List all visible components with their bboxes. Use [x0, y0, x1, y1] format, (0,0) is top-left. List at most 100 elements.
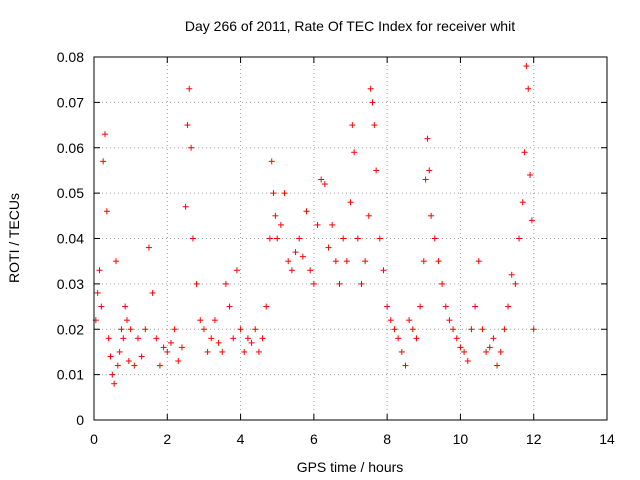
data-point [226, 303, 233, 310]
data-point [160, 344, 167, 351]
data-point [426, 167, 433, 174]
data-point [292, 249, 299, 256]
data-point [178, 344, 185, 351]
data-point [259, 335, 266, 342]
data-point [464, 358, 471, 365]
data-point [101, 131, 108, 138]
data-point [453, 335, 460, 342]
data-point [109, 371, 116, 378]
data-point [417, 303, 424, 310]
data-point [371, 122, 378, 129]
x-tick-label: 0 [90, 431, 98, 447]
data-point [486, 344, 493, 351]
data-point [347, 199, 354, 206]
data-points [92, 63, 537, 387]
data-point [358, 280, 365, 287]
data-point [123, 317, 130, 324]
data-point [285, 258, 292, 265]
data-point [171, 326, 178, 333]
data-point [156, 362, 163, 369]
data-point [186, 85, 193, 92]
data-point [376, 235, 383, 242]
data-point [134, 335, 141, 342]
data-point [340, 235, 347, 242]
data-point [310, 280, 317, 287]
data-point [519, 199, 526, 206]
data-point [475, 258, 482, 265]
data-point [512, 280, 519, 287]
data-point [138, 353, 145, 360]
data-point [362, 258, 369, 265]
data-point [336, 280, 343, 287]
data-point [318, 176, 325, 183]
data-point [127, 326, 134, 333]
data-point [211, 317, 218, 324]
data-point [479, 326, 486, 333]
data-point [103, 208, 110, 215]
data-point [233, 267, 240, 274]
data-point [274, 235, 281, 242]
data-point [384, 303, 391, 310]
data-point [94, 289, 101, 296]
data-point [193, 280, 200, 287]
data-point [413, 335, 420, 342]
data-point [272, 212, 279, 219]
data-point [457, 344, 464, 351]
data-point [332, 258, 339, 265]
data-point [398, 348, 405, 355]
data-point [530, 326, 537, 333]
x-tick-label: 8 [383, 431, 391, 447]
data-point [472, 303, 479, 310]
data-point [329, 221, 336, 228]
data-point [402, 362, 409, 369]
data-point [222, 280, 229, 287]
x-tick-label: 12 [526, 431, 542, 447]
data-point [120, 335, 127, 342]
data-point [420, 258, 427, 265]
data-point [197, 317, 204, 324]
data-point [145, 244, 152, 251]
data-point [96, 267, 103, 274]
x-tick-labels: 0 2 4 6 8 10 12 14 [90, 431, 615, 447]
data-point [182, 203, 189, 210]
axis-ticks [93, 56, 608, 421]
data-point [354, 235, 361, 242]
data-point [131, 362, 138, 369]
data-point [303, 208, 310, 215]
y-tick-label: 0.07 [57, 94, 84, 110]
data-point [219, 348, 226, 355]
data-point [321, 181, 328, 188]
data-point [527, 171, 534, 178]
data-point [296, 235, 303, 242]
data-point [391, 326, 398, 333]
data-point [387, 317, 394, 324]
data-point [325, 244, 332, 251]
y-tick-label: 0.01 [57, 367, 84, 383]
data-point [468, 326, 475, 333]
data-point [122, 303, 129, 310]
data-point [424, 135, 431, 142]
data-point [380, 267, 387, 274]
data-point [525, 85, 532, 92]
chart-title: Day 266 of 2011, Rate Of TEC Index for r… [185, 18, 515, 34]
data-point [288, 267, 295, 274]
data-point [118, 326, 125, 333]
data-point [349, 122, 356, 129]
data-point [255, 348, 262, 355]
y-axis-label: ROTI / TECUs [6, 193, 22, 283]
data-point [431, 235, 438, 242]
data-point [125, 358, 132, 365]
data-point [277, 221, 284, 228]
data-point [175, 358, 182, 365]
x-tick-label: 10 [453, 431, 469, 447]
y-tick-label: 0.03 [57, 276, 84, 292]
data-point [184, 122, 191, 129]
data-point [299, 253, 306, 260]
data-point [483, 348, 490, 355]
x-tick-label: 2 [163, 431, 171, 447]
data-point [189, 235, 196, 242]
data-point [314, 221, 321, 228]
data-point [505, 303, 512, 310]
data-point [112, 258, 119, 265]
data-point [149, 289, 156, 296]
